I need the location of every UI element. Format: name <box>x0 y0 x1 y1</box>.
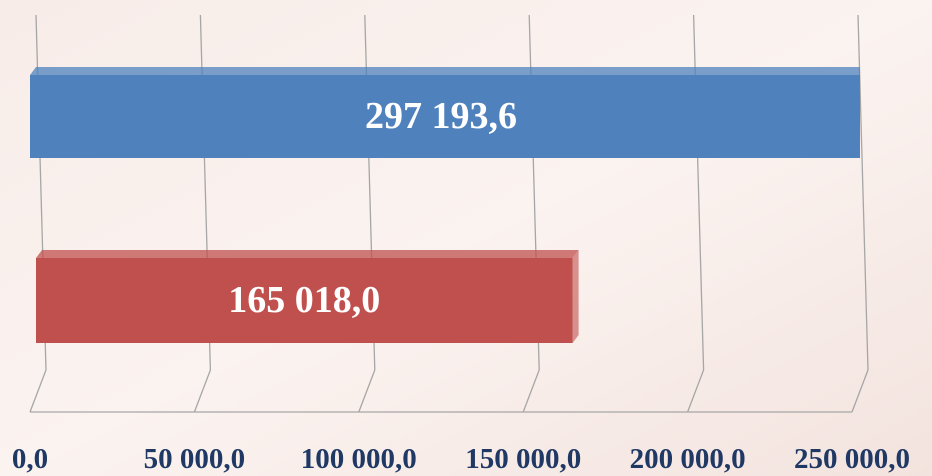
floor-line <box>851 369 869 413</box>
x-tick-label: 100 000,0 <box>301 443 417 475</box>
floor-line <box>358 369 376 413</box>
x-tick-label: 150 000,0 <box>465 443 581 475</box>
floor-line <box>193 369 212 413</box>
floor-line <box>522 369 540 413</box>
x-tick-label: 50 000,0 <box>144 443 246 475</box>
bar-side <box>572 250 579 343</box>
bar <box>30 75 860 158</box>
value-label: 165 018,0 <box>228 279 380 321</box>
bar-top <box>30 67 860 75</box>
bar-top <box>36 250 579 258</box>
value-label: 297 193,6 <box>365 95 517 137</box>
bar <box>36 258 573 343</box>
floor-line <box>29 369 47 413</box>
bars <box>30 67 860 343</box>
x-tick-label: 200 000,0 <box>630 443 746 475</box>
floor-line <box>686 369 705 413</box>
x-tick-label: 0,0 <box>12 443 48 475</box>
x-tick-label: 250 000,0 <box>794 443 910 475</box>
